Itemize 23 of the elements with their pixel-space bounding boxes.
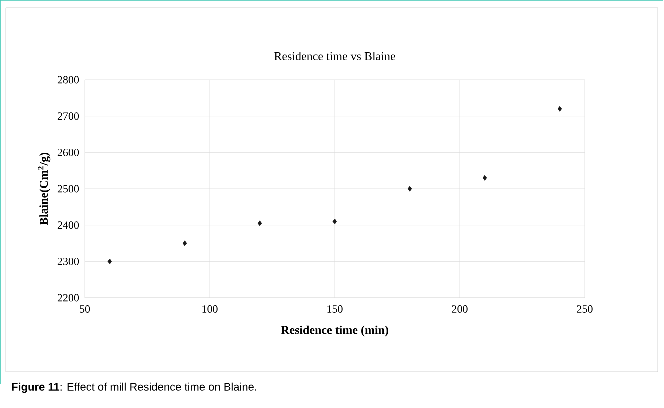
- x-tick-label: 50: [80, 306, 90, 313]
- point: [182, 240, 188, 246]
- y-tick-label: 2800: [58, 76, 80, 84]
- point: [558, 106, 562, 112]
- y-tick-label: 2700: [58, 112, 80, 120]
- y-tick-label: 2600: [58, 148, 80, 156]
- point: [108, 258, 112, 264]
- y-tick-label: 2500: [58, 185, 80, 193]
- point: [482, 175, 488, 181]
- x-tick-label: 150: [328, 306, 343, 313]
- y-tick-label: 2200: [58, 294, 80, 302]
- x-tick-label: 250: [577, 306, 593, 313]
- y-axis-title: Blaine(Cm$^{2}$/g): [38, 152, 51, 226]
- x-tick-label: 200: [452, 306, 468, 313]
- point: [258, 220, 262, 226]
- y-tick-label: 2400: [58, 222, 80, 230]
- point: [332, 218, 338, 224]
- point: [408, 186, 412, 192]
- x-tick-label: 100: [202, 306, 218, 313]
- x-axis-title: Residence time (min): [281, 326, 388, 337]
- y-tick-label: 2300: [58, 258, 80, 266]
- text: Figure 11: Effect of mill Residence time on Blaine.: [12, 382, 256, 394]
- chart-title: Residence time vs Blaine: [274, 52, 396, 60]
